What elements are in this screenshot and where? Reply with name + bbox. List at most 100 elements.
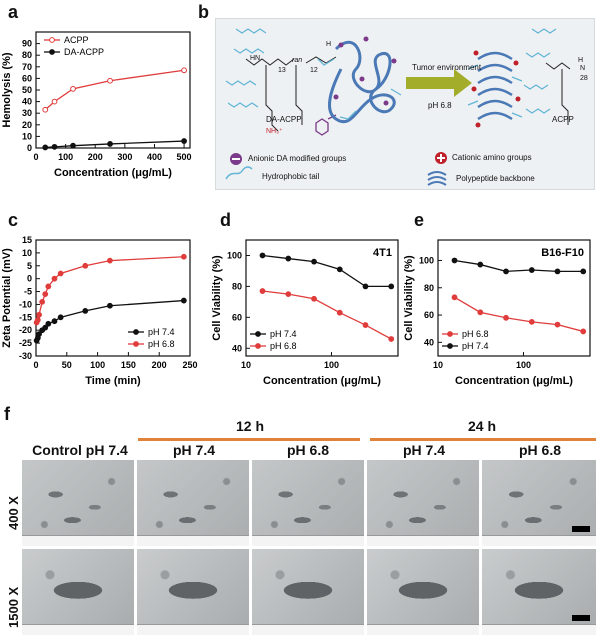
x-tick-label: 100	[90, 360, 105, 370]
y-tick-label: 40	[232, 343, 242, 353]
legend-label: pH 7.4	[148, 327, 175, 337]
x-axis-label: Concentration (μg/mL)	[455, 375, 573, 387]
data-point	[528, 318, 535, 325]
x-tick-label: 500	[177, 152, 192, 162]
data-point	[70, 142, 76, 149]
y-tick-label: -30	[19, 351, 32, 361]
label-tumor-environment: Tumor environment	[412, 63, 482, 72]
legend-label: DA-ACPP	[64, 47, 104, 57]
chem-label-12: 12	[310, 67, 318, 74]
data-point	[107, 302, 113, 309]
data-point	[45, 320, 52, 327]
data-point	[42, 324, 49, 331]
data-point	[181, 67, 187, 74]
series-line	[262, 254, 392, 288]
x-tick-label: 100	[58, 152, 73, 162]
legend-marker	[133, 341, 139, 347]
chem-label-nh3: NH₃⁺	[266, 128, 283, 135]
data-point	[45, 283, 52, 290]
label-acpp: ACPP	[552, 115, 574, 124]
y-tick-label: 10	[22, 248, 32, 258]
data-point	[362, 283, 369, 290]
plot-frame	[437, 239, 591, 357]
data-point	[259, 288, 266, 294]
data-point	[51, 98, 58, 105]
series-line	[44, 69, 185, 111]
data-point	[477, 261, 484, 268]
series-line	[262, 290, 392, 340]
chem-label-hn: HN	[250, 55, 261, 62]
legend-marker	[447, 343, 453, 349]
data-point	[285, 255, 292, 262]
data-point	[51, 143, 58, 150]
x-axis-label: Concentration (μg/mL)	[54, 167, 172, 179]
x-axis-label: Time (min)	[85, 375, 141, 387]
chart-viability-4t1: 10 100 40 60 80 100 Concentration (μg/mL) Cell …	[212, 239, 399, 387]
chem-label-28: 28	[580, 75, 588, 82]
legend-cationic-label: Cationic amino groups	[452, 153, 532, 162]
x-tick-label: 150	[121, 360, 136, 370]
legend-cationic-icon	[435, 152, 447, 164]
col-header-24h-ph68: pH 6.8	[518, 442, 561, 458]
chem-label-h: H	[326, 41, 332, 48]
panel-letter-e: e	[414, 210, 425, 230]
x-tick-label: 10	[433, 360, 443, 370]
data-point	[42, 291, 49, 298]
data-point	[311, 258, 317, 265]
y-tick-label: 60	[22, 73, 32, 83]
series-line	[454, 296, 584, 333]
x-tick-label: 300	[117, 152, 132, 162]
plot-frame	[35, 31, 191, 149]
y-tick-label: 80	[232, 281, 242, 291]
panel-letter-d: d	[220, 210, 231, 230]
y-axis-label: Hemolysis (%)	[1, 52, 13, 128]
chart-annotation: 4T1	[373, 247, 392, 259]
y-tick-label: 60	[424, 310, 434, 320]
sem-image-1500x-24h-ph74	[367, 549, 479, 635]
sem-image-1500x-24h-ph68	[482, 549, 596, 635]
y-tick-label: 0	[27, 143, 32, 153]
chem-label-ran: ran	[292, 57, 303, 64]
data-point	[311, 295, 317, 302]
label-da-acpp: DA-ACPP	[266, 115, 302, 124]
data-point	[70, 85, 76, 92]
data-point	[34, 317, 41, 323]
time-header-24h: 24 h	[467, 418, 496, 434]
legend-marker	[255, 343, 261, 349]
sem-panel: 12 h 24 h Control pH 7.4 pH 7.4 pH 6.8 p…	[0, 418, 600, 636]
data-point	[181, 138, 187, 144]
legend-backbone-icon	[427, 171, 447, 186]
y-tick-label: 15	[22, 235, 32, 245]
row-label-1500x: 1500 X	[6, 586, 21, 628]
data-point	[36, 311, 42, 318]
x-axis-label: Concentration (μg/mL)	[263, 375, 381, 387]
sem-image-400x-12h-ph68	[252, 460, 364, 546]
data-point	[554, 321, 561, 328]
y-tick-label: 40	[424, 337, 434, 347]
scale-bar-400x	[572, 526, 590, 532]
col-header-control: Control pH 7.4	[32, 442, 128, 458]
data-point	[451, 294, 458, 301]
legend-label: pH 7.4	[462, 341, 489, 351]
y-tick-label: -5	[24, 287, 32, 297]
y-tick-label: 60	[232, 312, 242, 322]
chart-viability-b16f10: 10 100 40 60 80 100 Concentration (μg/mL) Cell …	[404, 239, 591, 387]
data-point	[180, 253, 187, 260]
data-point	[180, 297, 187, 304]
sem-image-400x-24h-ph68	[482, 460, 596, 546]
y-tick-label: 50	[22, 85, 32, 95]
legend-marker	[49, 49, 55, 55]
legend-tail-icon	[225, 166, 253, 180]
x-tick-label: 50	[62, 360, 72, 370]
sem-image-1500x-control	[22, 549, 134, 635]
y-tick-label: -25	[19, 338, 32, 348]
data-point	[503, 268, 509, 275]
legend-marker	[49, 37, 55, 43]
x-tick-label: 200	[88, 152, 103, 162]
scale-bar-1500x	[572, 615, 590, 621]
y-axis-label: Zeta Potential (mV)	[1, 248, 13, 348]
data-point	[477, 309, 484, 316]
data-point	[36, 331, 42, 337]
scheme-drawing	[225, 28, 571, 186]
